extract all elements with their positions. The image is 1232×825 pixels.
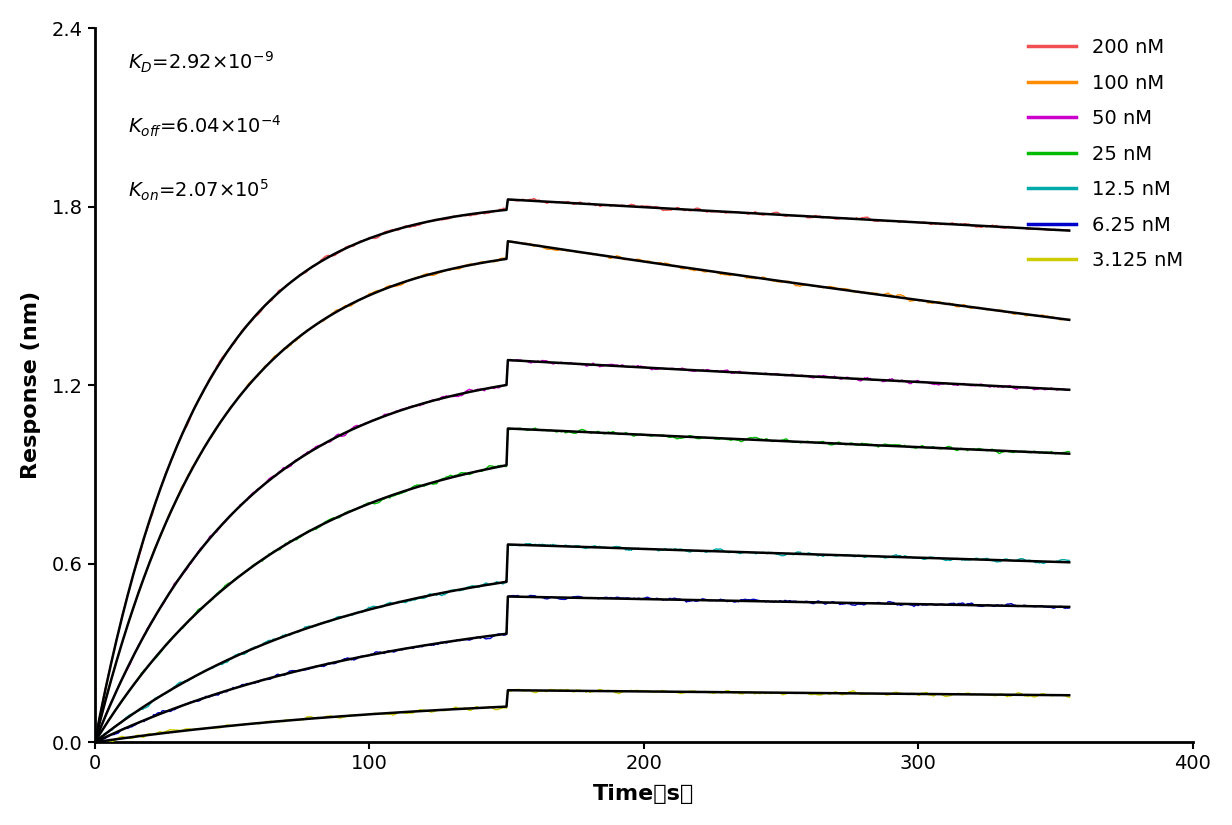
Line: 3.125 nM: 3.125 nM (95, 689, 1069, 744)
Y-axis label: Response (nm): Response (nm) (21, 291, 41, 479)
12.5 nM (1062, 555, 1077, 565)
25 nM (87, 738, 102, 747)
25 nM (954, 443, 968, 453)
6.25 nM (584, 592, 599, 602)
6.25 nM (1062, 603, 1077, 613)
Text: $K_{off}$=6.04×10$^{-4}$: $K_{off}$=6.04×10$^{-4}$ (128, 114, 281, 139)
25 nM (584, 428, 599, 438)
100 nM (584, 248, 599, 258)
200 nM (584, 199, 599, 209)
6.25 nM (87, 738, 102, 747)
50 nM (771, 369, 786, 379)
3.125 nM (585, 686, 600, 696)
3.125 nM (511, 684, 526, 694)
50 nM (584, 361, 599, 370)
100 nM (407, 273, 421, 283)
50 nM (642, 363, 657, 373)
50 nM (954, 379, 968, 389)
25 nM (529, 423, 543, 433)
6.25 nM (771, 596, 786, 606)
50 nM (510, 355, 525, 365)
Line: 25 nM: 25 nM (95, 428, 1069, 742)
200 nM (87, 738, 102, 747)
12.5 nM (954, 554, 968, 564)
3.125 nM (409, 706, 424, 716)
25 nM (1062, 447, 1077, 457)
6.25 nM (642, 593, 657, 603)
6.25 nM (407, 642, 421, 652)
100 nM (642, 257, 657, 266)
50 nM (1062, 385, 1077, 395)
200 nM (954, 219, 968, 229)
3.125 nM (87, 738, 102, 747)
100 nM (771, 277, 786, 287)
Line: 100 nM: 100 nM (95, 241, 1069, 742)
6.25 nM (524, 591, 538, 601)
3.125 nM (1062, 692, 1077, 702)
100 nM (500, 236, 515, 246)
12.5 nM (771, 549, 786, 559)
3.125 nM (955, 689, 970, 699)
12.5 nM (407, 595, 421, 605)
12.5 nM (642, 544, 657, 554)
200 nM (771, 208, 786, 218)
12.5 nM (87, 738, 102, 747)
200 nM (526, 193, 541, 203)
12.5 nM (584, 541, 599, 551)
25 nM (642, 431, 657, 441)
12.5 nM (522, 539, 537, 549)
Text: $K_{on}$=2.07×10$^{5}$: $K_{on}$=2.07×10$^{5}$ (128, 178, 269, 204)
200 nM (642, 201, 657, 211)
200 nM (1062, 225, 1077, 235)
Text: $K_D$=2.92×10$^{-9}$: $K_D$=2.92×10$^{-9}$ (128, 50, 274, 75)
3.125 nM (643, 687, 658, 697)
200 nM (407, 222, 421, 232)
100 nM (687, 266, 702, 276)
Legend: 200 nM, 100 nM, 50 nM, 25 nM, 12.5 nM, 6.25 nM, 3.125 nM: 200 nM, 100 nM, 50 nM, 25 nM, 12.5 nM, 6… (1027, 38, 1183, 271)
3.125 nM (689, 686, 703, 696)
Line: 50 nM: 50 nM (95, 360, 1069, 743)
100 nM (1062, 314, 1077, 324)
Line: 12.5 nM: 12.5 nM (95, 544, 1069, 742)
3.125 nM (772, 688, 787, 698)
50 nM (687, 366, 702, 376)
6.25 nM (687, 596, 702, 606)
200 nM (687, 204, 702, 214)
12.5 nM (687, 546, 702, 556)
50 nM (87, 738, 102, 748)
25 nM (407, 481, 421, 491)
X-axis label: Time（s）: Time（s） (593, 785, 695, 804)
3.125 nM (89, 739, 103, 749)
6.25 nM (954, 599, 968, 609)
25 nM (687, 432, 702, 442)
25 nM (771, 436, 786, 446)
100 nM (954, 301, 968, 311)
100 nM (87, 738, 102, 747)
Line: 200 nM: 200 nM (95, 198, 1069, 742)
50 nM (407, 401, 421, 411)
Line: 6.25 nM: 6.25 nM (95, 596, 1069, 742)
